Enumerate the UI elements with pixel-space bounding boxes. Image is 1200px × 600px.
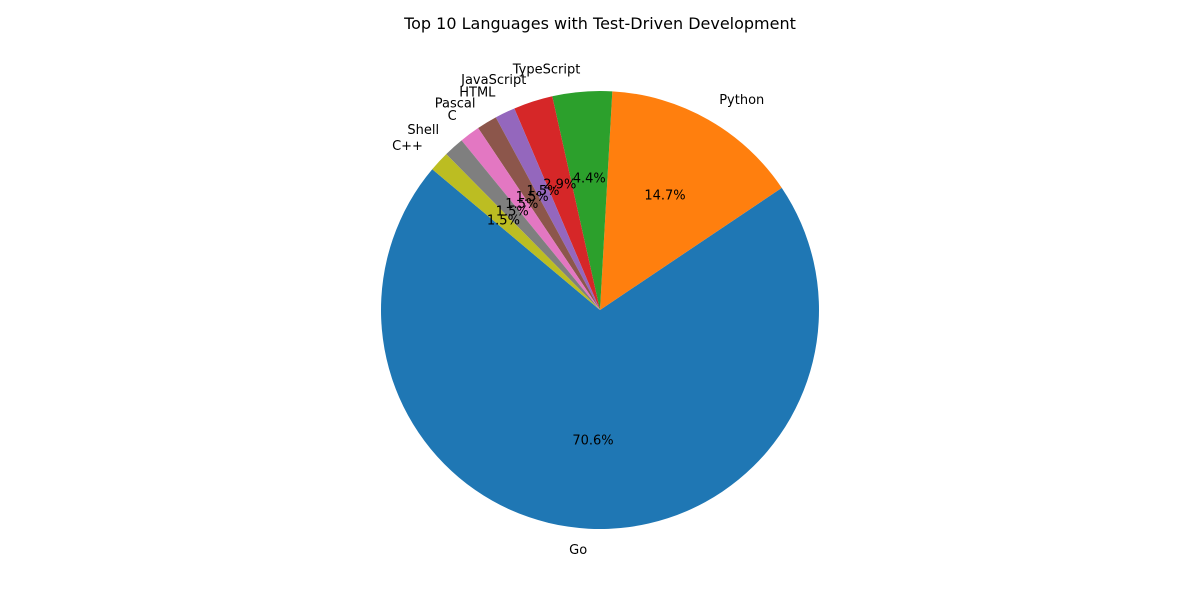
pie-slice-typescript (552, 90, 613, 310)
pie-slice-python (600, 91, 782, 311)
percent-label-typescript: 4.4% (573, 172, 606, 187)
category-label-c: C (448, 109, 457, 124)
pie-slice-c (461, 128, 600, 310)
percent-label-shell: 1.5% (496, 205, 529, 220)
pie-slice-html (495, 108, 600, 311)
category-label-pascal: Pascal (435, 96, 476, 111)
category-label-html: HTML (459, 85, 496, 100)
percent-label-javascript: 2.9% (543, 177, 576, 192)
percent-labels: 70.6%14.7%4.4%2.9%1.5%1.5%1.5%1.5%1.5% (487, 172, 686, 449)
percent-label-pascal: 1.5% (516, 190, 549, 205)
category-label-shell: Shell (407, 123, 439, 138)
percent-label-cpp: 1.5% (487, 213, 520, 228)
percent-label-python: 14.7% (644, 188, 685, 203)
pie-slice-javascript (514, 96, 600, 310)
pie-slice-go (381, 169, 820, 530)
pie-slice-shell (446, 140, 600, 310)
percent-label-c: 1.5% (505, 197, 538, 212)
pie-slices (381, 90, 820, 530)
percent-label-go: 70.6% (572, 434, 613, 449)
chart-title: Top 10 Languages with Test-Driven Develo… (403, 14, 796, 33)
pie-slice-pascal (478, 117, 600, 310)
category-label-typescript: TypeScript (512, 62, 581, 77)
category-label-python: Python (719, 93, 764, 108)
category-label-cpp: C++ (392, 139, 423, 154)
pie-slice-cpp (432, 154, 600, 310)
category-labels: Go Python TypeScriptJavaScriptHTMLPascalCS… (392, 62, 764, 558)
category-label-javascript: JavaScript (460, 73, 526, 88)
percent-label-html: 1.5% (526, 184, 559, 199)
category-label-go: Go (569, 543, 587, 558)
